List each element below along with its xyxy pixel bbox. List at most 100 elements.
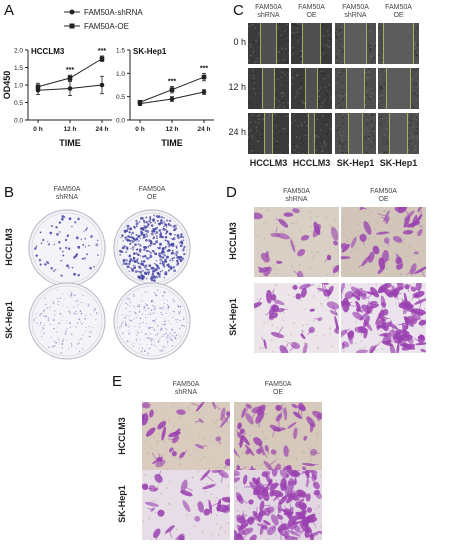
column-footer: SK-Hep1 [379,158,418,168]
row-label: HCCLM3 [228,222,238,260]
colony-dish [28,282,106,360]
column-header: FAM50A shRNA [37,186,97,202]
row-label: HCCLM3 [4,228,14,266]
x-tick-label: 0 h [33,126,42,133]
data-point-oe [169,87,175,92]
data-point-oe [35,84,41,90]
x-tick-label: 12 h [165,126,178,133]
column-header-line2: OE [393,12,404,19]
column-header: FAM50A shRNA [331,4,380,20]
scratch-image [248,113,289,154]
migration-image [341,207,426,277]
y-tick-label: 0.5 [14,100,23,107]
colony-dish [113,209,191,287]
column-header-line2: OE [146,194,158,201]
column-header: FAM50A shRNA [244,4,293,20]
column-header: FAM50A OE [341,188,426,204]
column-header-line2: OE [272,389,284,396]
data-point-oe [201,74,207,80]
y-tick-label: 0.5 [116,94,125,101]
panel-c-label: C [233,2,244,19]
scratch-image-svg [378,113,419,154]
y-tick-label: 1.5 [116,48,125,55]
row-label: 12 h [228,82,246,92]
scratch-image [291,68,332,109]
column-footer: HCCLM3 [249,158,288,168]
column-header-line1: FAM50A [370,188,397,195]
scratch-image [335,68,376,109]
scratch-image [335,113,376,154]
row-label: 24 h [228,127,246,137]
data-point-oe [137,99,143,105]
column-header: FAM50A OE [234,381,322,397]
scratch-image-svg [335,23,376,64]
row-label: HCCLM3 [117,417,127,455]
colony-dish [113,282,191,360]
column-header-line1: FAM50A [264,381,292,388]
scratch-image-svg [291,113,332,154]
chart-legend: FAM50A-shRNA FAM50A-OE [62,6,172,36]
data-point-shrna [99,82,105,88]
scratch-image [378,113,419,154]
y-tick-label: 0.0 [14,118,23,125]
column-footer: HCCLM3 [292,158,331,168]
column-header-line2: shRNA [344,12,367,19]
legend-label-shrna: FAM50A-shRNA [84,8,143,17]
row-label: 0 h [233,37,246,47]
x-tick-label: 24 h [95,126,108,133]
column-header-line2: shRNA [55,194,79,201]
column-footer: SK-Hep1 [336,158,375,168]
column-header-line2: OE [306,12,317,19]
y-tick-label: 0.0 [116,118,125,125]
column-header-line1: FAM50A [283,188,310,195]
scratch-image-svg [248,23,289,64]
data-point-oe [99,56,105,62]
scratch-image-svg [291,23,332,64]
column-header-line1: FAM50A [298,4,325,11]
chart-title: SK-Hep1 [133,47,167,56]
scratch-image [335,23,376,64]
column-header-line1: FAM50A [172,381,200,388]
migration-image [254,207,339,277]
y-tick-label: 2.0 [14,48,23,55]
scratch-image [248,68,289,109]
column-header: FAM50A OE [122,186,182,202]
column-header-line2: shRNA [257,12,280,19]
scratch-image-svg [378,68,419,109]
row-label: SK-Hep1 [4,301,14,339]
scratch-image-svg [248,68,289,109]
x-axis-label: TIME [59,138,81,148]
y-tick-label: 1.0 [116,71,125,78]
invasion-image [142,402,230,472]
column-header-line2: shRNA [285,196,308,203]
scratch-image [248,23,289,64]
panel-a-label: A [4,2,15,19]
data-point-oe [67,75,73,81]
legend-label-oe: FAM50A-OE [84,22,129,31]
data-point-shrna [201,89,207,95]
chart-skhep1: SK-Hep1 0.0 0.5 1.0 1.5 0 h 12 h 24 h TIME *** *** [116,47,214,148]
scratch-image-svg [291,68,332,109]
chart-hcclm3: HCCLM3 0.0 0.5 1.0 1.5 2.0 0 h 12 h 24 h TIME OD45… [2,47,112,148]
data-point-shrna [67,86,73,91]
significance-label: *** [168,78,176,85]
scratch-image [291,23,332,64]
y-tick-label: 1.0 [14,83,23,90]
significance-label: *** [200,65,208,72]
y-tick-label: 1.5 [14,65,23,72]
column-header-line1: FAM50A [255,4,282,11]
x-axis-label: TIME [161,138,183,148]
scratch-image [378,23,419,64]
column-header-line1: FAM50A [385,4,412,11]
column-header: FAM50A OE [374,4,423,20]
scratch-image [378,68,419,109]
chart-title: HCCLM3 [31,47,65,56]
legend-marker-square [69,23,75,29]
scratch-image-svg [248,113,289,154]
panel-b-label: B [4,184,15,201]
scratch-image-svg [335,113,376,154]
data-point-shrna [169,96,175,102]
scratch-image-svg [378,23,419,64]
x-tick-label: 0 h [135,126,144,133]
column-header-line1: FAM50A [342,4,369,11]
